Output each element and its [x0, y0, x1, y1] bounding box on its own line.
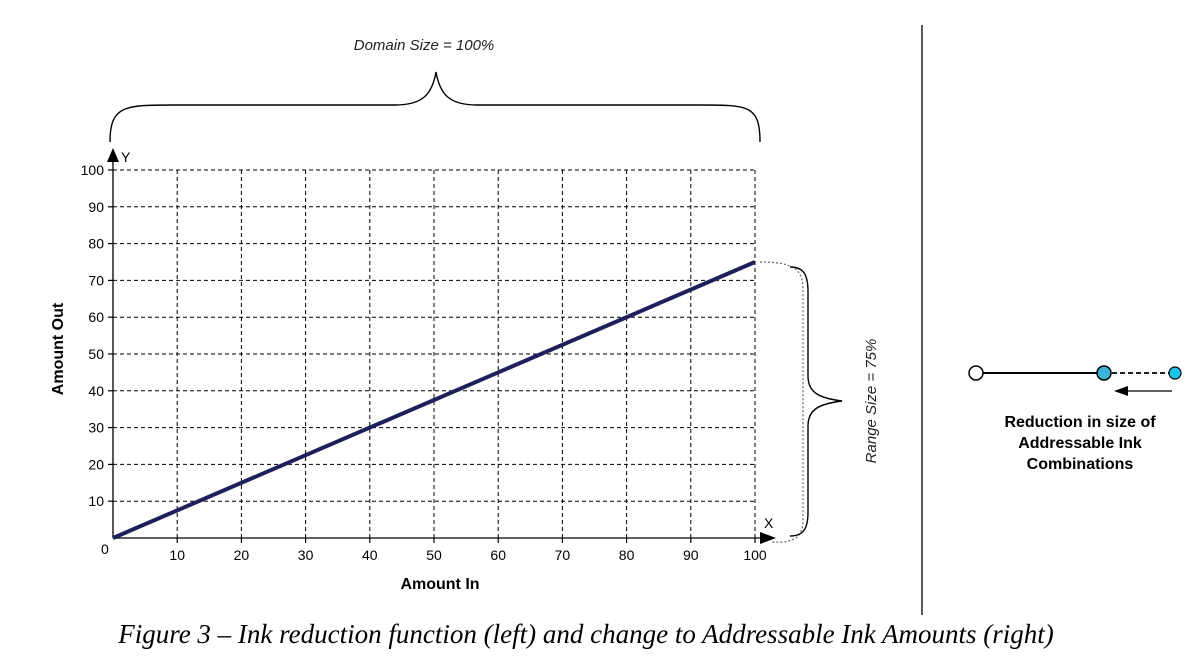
- y-tick-label: 70: [88, 272, 104, 288]
- range-brace: [789, 266, 843, 537]
- domain-size-label: Domain Size = 100%: [354, 37, 495, 54]
- x-tick-label: 10: [169, 547, 185, 563]
- y-tick-label: 20: [88, 456, 104, 472]
- x-axis-letter: X: [764, 515, 774, 531]
- x-axis-arrow-icon: [760, 532, 776, 544]
- x-tick-label: 30: [298, 547, 314, 563]
- x-tick-label: 40: [362, 547, 378, 563]
- domain-brace: [109, 71, 761, 143]
- y-ticks: 10 20 30 40 50 60 70 80 90 100: [81, 162, 113, 509]
- grid: [113, 169, 756, 538]
- y-tick-label: 10: [88, 493, 104, 509]
- origin-label: 0: [101, 541, 109, 557]
- y-axis-title: Amount Out: [50, 302, 67, 395]
- y-tick-label: 30: [88, 420, 104, 436]
- x-tick-label: 100: [743, 547, 767, 563]
- x-ticks: 10 20 30 40 50 60 70 80 90 100: [169, 538, 767, 563]
- left-arrow-icon: [1114, 386, 1172, 396]
- inset-start-point: [968, 365, 984, 381]
- y-tick-label: 80: [88, 236, 104, 252]
- range-dotted-guide: [759, 261, 804, 543]
- x-tick-label: 80: [619, 547, 635, 563]
- range-size-label: Range Size = 75%: [863, 339, 880, 464]
- y-tick-label: 50: [88, 346, 104, 362]
- x-tick-label: 20: [234, 547, 250, 563]
- inset-reduced-point: [1096, 365, 1112, 381]
- figure-caption: Figure 3 – Ink reduction function (left)…: [117, 619, 1054, 649]
- y-axis-letter: Y: [121, 149, 131, 165]
- y-tick-label: 100: [81, 162, 105, 178]
- y-axis-arrow-icon: [107, 148, 119, 162]
- x-tick-label: 90: [683, 547, 699, 563]
- inset-caption-line-2: Addressable Ink: [1018, 435, 1142, 452]
- series-group: [112, 260, 756, 540]
- inset-original-point: [1168, 366, 1182, 380]
- x-tick-label: 60: [490, 547, 506, 563]
- inset-caption-line-1: Reduction in size of: [1004, 414, 1156, 431]
- y-tick-label: 40: [88, 383, 104, 399]
- y-tick-label: 60: [88, 309, 104, 325]
- x-tick-label: 50: [426, 547, 442, 563]
- y-tick-label: 90: [88, 199, 104, 215]
- x-axis-title: Amount In: [400, 576, 479, 593]
- series-line: [112, 260, 756, 540]
- inset-caption-line-3: Combinations: [1027, 456, 1134, 473]
- x-tick-label: 70: [555, 547, 571, 563]
